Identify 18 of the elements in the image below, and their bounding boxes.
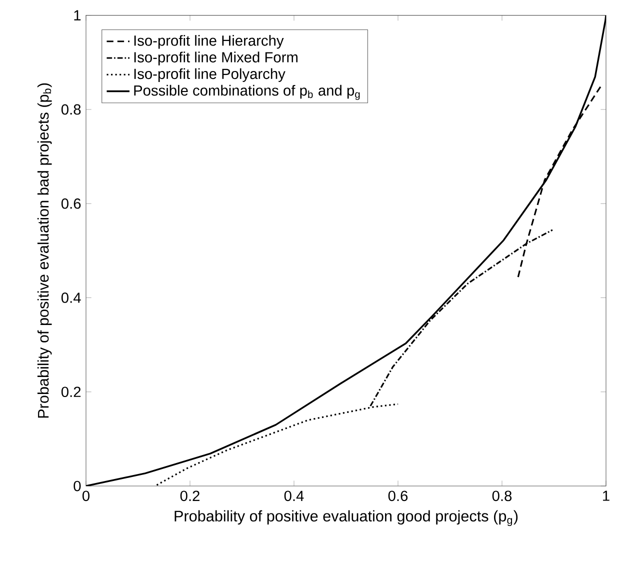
y-tick-label: 1: [74, 10, 81, 20]
y-tick-label: 0: [74, 480, 81, 492]
y-tick-label: 0.4: [61, 292, 81, 303]
x-tick-label: 0.6: [388, 490, 408, 502]
x-tick-label: 1: [603, 490, 610, 501]
x-tick-label: 0.8: [492, 490, 512, 502]
y-tick-label: 0.6: [61, 198, 81, 209]
legend-label: Iso-profit line Polyarchy: [134, 68, 286, 82]
legend-label: Iso-profit line Mixed Form: [134, 52, 298, 66]
legend-label: Possible combinations of p$_{b}$ and p$_{g}$: [134, 84, 360, 100]
x-tick-label: 0.2: [180, 490, 200, 502]
y-tick-label: 0.8: [61, 104, 81, 115]
x-tick-label: 0: [82, 490, 90, 502]
legend-label: Iso-profit line Hierarchy: [134, 35, 284, 49]
y-tick-label: 0.2: [61, 386, 81, 398]
x-tick-label: 0.4: [284, 490, 304, 502]
y-axis-title: Probability of positive evaluation bad projects (p$_{b}$): [37, 83, 52, 418]
x-axis-title: Probability of positive evaluation good projects (p$_{g}$): [174, 510, 518, 526]
